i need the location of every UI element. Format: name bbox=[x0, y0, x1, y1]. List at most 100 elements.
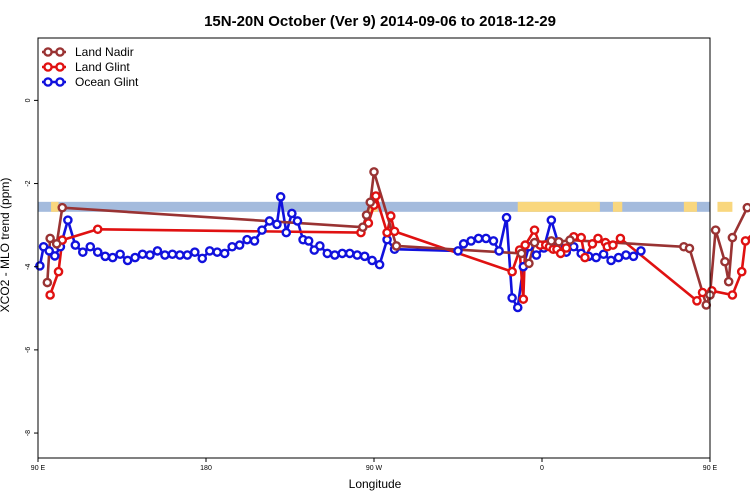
land-nadir-point bbox=[723, 276, 734, 287]
ocean-glint-point bbox=[281, 227, 292, 238]
ocean-glint-point bbox=[329, 250, 340, 260]
legend-label-land-nadir: Land Nadir bbox=[75, 45, 134, 59]
land-nadir-point bbox=[369, 167, 379, 177]
ocean-glint-point bbox=[264, 216, 275, 226]
land-nadir-point bbox=[357, 222, 368, 233]
ocean-glint-point bbox=[367, 255, 377, 266]
land-glint-point bbox=[740, 236, 750, 246]
land-glint-point bbox=[389, 226, 400, 237]
land-glint-point bbox=[576, 232, 587, 243]
ocean-glint-point bbox=[257, 225, 267, 235]
ocean-glint-point bbox=[303, 236, 314, 246]
ocean-glint-point bbox=[488, 236, 499, 246]
ocean-glint-point bbox=[160, 250, 170, 260]
x-axis-ticks: 90 E 180 90 W 0 90 E bbox=[31, 458, 718, 472]
ocean-glint-point bbox=[130, 252, 140, 263]
land-glint-point bbox=[507, 266, 517, 277]
land-nadir-point bbox=[516, 248, 527, 259]
land-glint-point bbox=[587, 239, 598, 249]
land-nadir-point bbox=[524, 258, 534, 269]
series-points bbox=[35, 167, 750, 313]
series-lines bbox=[38, 170, 750, 309]
land-glint-point bbox=[727, 290, 738, 300]
legend-marker-land-nadir bbox=[43, 47, 53, 57]
ocean-glint-point bbox=[272, 219, 282, 230]
ocean-glint-point bbox=[100, 251, 110, 262]
land-glint-point bbox=[53, 266, 64, 277]
ocean-glint-point bbox=[287, 208, 297, 219]
land-patch bbox=[683, 201, 697, 212]
land-glint-point bbox=[580, 252, 590, 263]
ocean-glint-point bbox=[204, 246, 215, 256]
ocean-glint-point bbox=[212, 247, 222, 257]
ocean-glint-point bbox=[628, 251, 639, 262]
ocean-glint-point bbox=[152, 246, 163, 256]
land-nadir-line bbox=[46, 170, 749, 307]
ocean-glint-point bbox=[546, 215, 557, 225]
ocean-glint-point bbox=[175, 250, 185, 260]
land-glint-point bbox=[92, 224, 103, 235]
land-glint-point bbox=[615, 233, 626, 244]
ocean-glint-point bbox=[315, 241, 325, 251]
x-axis-label: Longitude bbox=[349, 477, 402, 491]
ocean-glint-point bbox=[453, 246, 463, 256]
ocean-glint-point bbox=[292, 216, 303, 226]
y-tick-label: -4 bbox=[25, 263, 32, 269]
land-nadir-point bbox=[391, 241, 402, 251]
legend-label-land-glint: Land Glint bbox=[75, 60, 130, 74]
land-glint-point bbox=[736, 266, 747, 277]
land-patch bbox=[517, 201, 600, 212]
land-glint-point bbox=[529, 225, 540, 235]
land-nadir-point bbox=[546, 236, 557, 246]
x-tick-label: 90 W bbox=[366, 465, 383, 472]
ocean-glint-point bbox=[92, 247, 103, 257]
ocean-glint-point bbox=[145, 250, 155, 260]
land-nadir-point bbox=[365, 197, 376, 208]
y-tick-label: -6 bbox=[25, 347, 32, 353]
legend-marker-land-nadir bbox=[55, 47, 65, 57]
y-axis-ticks: 0 -2 -4 -6 -8 bbox=[25, 98, 38, 436]
ocean-glint-point bbox=[598, 249, 609, 260]
land-glint-point bbox=[371, 191, 381, 201]
ocean-glint-point bbox=[167, 249, 178, 260]
x-tick-label: 180 bbox=[200, 465, 212, 472]
ocean-glint-point bbox=[242, 234, 252, 245]
ocean-glint-point bbox=[219, 248, 230, 259]
x-tick-label: 90 E bbox=[703, 465, 718, 472]
land-nadir-point bbox=[529, 237, 540, 248]
x-tick-label: 90 E bbox=[31, 465, 46, 472]
ocean-glint-point bbox=[63, 215, 73, 225]
ocean-glint-point bbox=[227, 241, 237, 252]
land-glint-point bbox=[520, 240, 531, 250]
ocean-glint-point bbox=[115, 249, 125, 260]
land-patch bbox=[51, 201, 59, 212]
land-nadir-point bbox=[742, 202, 750, 213]
land-nadir-point bbox=[727, 232, 738, 243]
land-nadir-point bbox=[684, 243, 695, 254]
land-glint-point bbox=[555, 248, 566, 259]
y-axis-label: XCO2 - MLO trend (ppm) bbox=[0, 178, 12, 313]
ocean-glint-point bbox=[249, 236, 260, 246]
ocean-glint-point bbox=[122, 255, 133, 266]
ocean-glint-point bbox=[512, 302, 523, 313]
ocean-glint-point bbox=[613, 252, 624, 263]
ocean-glint-point bbox=[85, 241, 96, 252]
land-glint-point bbox=[593, 233, 603, 244]
ocean-glint-point bbox=[494, 246, 504, 256]
ocean-glint-point bbox=[606, 255, 616, 266]
land-nadir-point bbox=[51, 239, 62, 249]
land-glint-point bbox=[385, 211, 396, 221]
ocean-glint-point bbox=[182, 250, 193, 260]
ocean-glint-point bbox=[359, 251, 370, 262]
ocean-glint-point bbox=[35, 261, 45, 271]
ocean-glint-point bbox=[234, 240, 245, 250]
ocean-glint-point bbox=[189, 247, 200, 257]
land-nadir-point bbox=[701, 300, 712, 310]
ocean-glint-point bbox=[197, 253, 208, 264]
y-tick-label: 0 bbox=[25, 98, 32, 102]
land-glint-point bbox=[382, 227, 392, 238]
land-glint-point bbox=[692, 296, 702, 306]
y-tick-label: -8 bbox=[25, 430, 32, 436]
